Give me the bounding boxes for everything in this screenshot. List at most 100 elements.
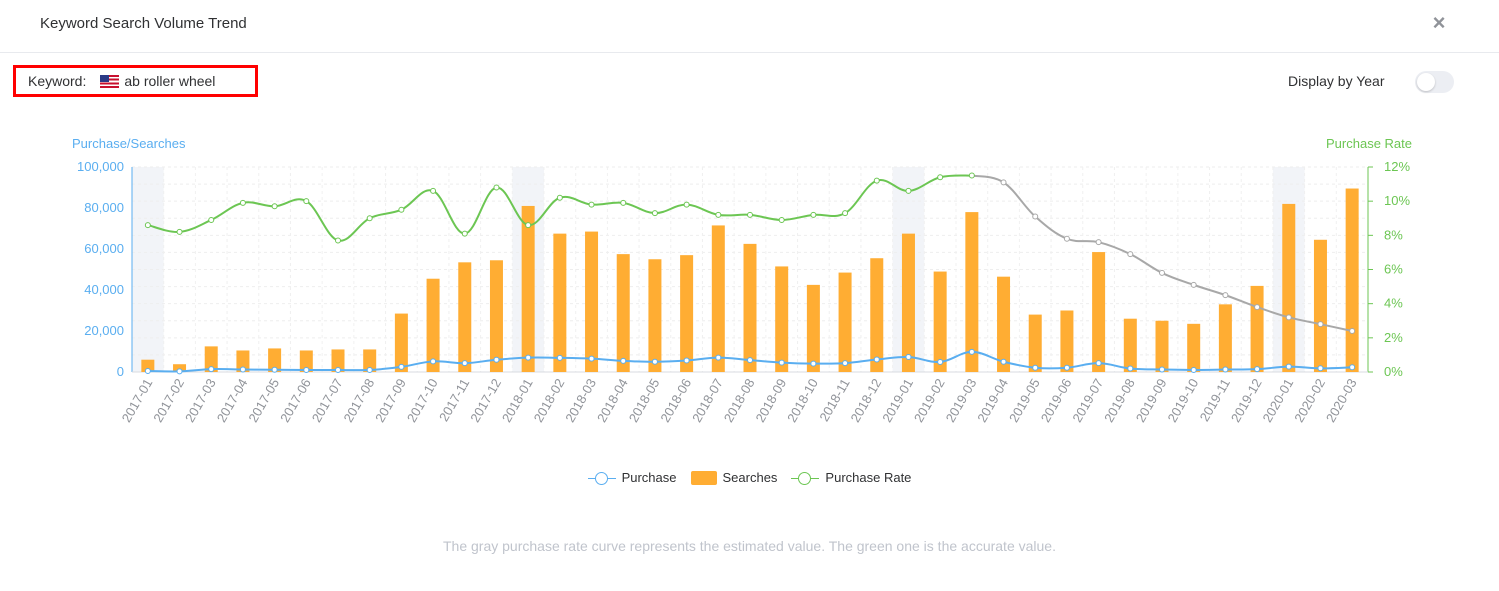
purchase-rate-point [620,199,627,206]
y-left-tick-label: 20,000 [84,323,124,338]
toggle-knob [1417,73,1435,91]
display-by-year-label: Display by Year [1288,73,1385,89]
y-axis-right-title: Purchase Rate [1326,136,1412,151]
purchase-rate-point [366,215,373,222]
y-right-tick-label: 8% [1384,227,1403,242]
x-tick-label: 2019-10 [1164,376,1201,425]
purchase-point [556,354,563,361]
y-left-tick-label: 0 [117,364,124,379]
purchase-rate-point [842,210,849,217]
searches-bar [394,313,408,372]
purchase-rate-point [1095,239,1102,246]
searches-bar [806,284,820,372]
y-left-tick-label: 60,000 [84,241,124,256]
searches-bar [236,350,250,372]
purchase-point [683,357,690,364]
searches-bar [268,348,282,372]
trend-chart: Purchase/Searches Purchase Rate 0 20,000 40,… [72,136,1412,425]
purchase-point [461,360,468,367]
purchase-rate-point [303,198,310,205]
legend-label: Purchase [621,470,677,485]
purchase-rate-point [715,211,722,218]
purchase-point [1127,365,1134,372]
searches-bar [901,233,915,372]
purchase-point [1222,366,1229,373]
y-right-tick-label: 12% [1384,159,1410,174]
purchase-rate-point [683,201,690,208]
searches-bar [458,262,472,372]
searches-bar [1218,304,1232,372]
purchase-point [588,355,595,362]
us-flag-icon [100,74,120,88]
searches-bar [363,349,377,372]
purchase-rate-point [430,187,437,194]
purchase-point [1000,358,1007,365]
y-left-tick-label: 80,000 [84,200,124,215]
purchase-rate-point [651,210,658,217]
legend-line-circle-icon [587,471,616,485]
keyword-value: ab roller wheel [124,73,216,89]
y-left-tick-label: 40,000 [84,282,124,297]
y-right-tick-label: 0% [1384,364,1403,379]
searches-bar [1155,320,1169,372]
purchase-rate-point [461,230,468,237]
purchase-rate-point [556,194,563,201]
legend-item-searches[interactable]: Searches [690,470,777,485]
searches-bar [553,233,567,372]
y-right-tick-label: 10% [1384,193,1410,208]
purchase-point [303,366,310,373]
searches-bar [331,349,345,372]
searches-bar [616,254,630,372]
purchase-point [1349,364,1356,371]
searches-bar [489,260,503,372]
close-icon[interactable]: × [1432,10,1446,35]
purchase-rate-point [1190,281,1197,288]
purchase-rate-point [1222,292,1229,299]
purchase-rate-point [493,184,500,191]
x-tick-label: 2017-10 [404,376,441,425]
y-right-tick-label: 4% [1384,296,1403,311]
purchase-point [842,360,849,367]
purchase-rate-point [144,222,151,229]
purchase-rate-point [810,211,817,218]
searches-bar [933,271,947,372]
display-by-year-toggle[interactable] [1415,71,1454,93]
y-right-tick-label: 2% [1384,330,1403,345]
searches-bar [204,346,218,372]
purchase-point [271,366,278,373]
purchase-rate-point [1254,304,1261,311]
purchase-point [1317,365,1324,372]
purchase-point [525,354,532,361]
y-axis-left-title: Purchase/Searches [72,136,186,151]
legend-bar-icon [690,470,717,485]
searches-bar [1060,310,1074,372]
purchase-point [1159,366,1165,373]
purchase-rate-point [1349,328,1356,334]
legend-item-purchase-rate[interactable]: Purchase Rate [791,470,911,485]
purchase-point [176,368,183,375]
purchase-rate-point [968,172,975,179]
purchase-rate-point [208,216,215,223]
purchase-point [620,357,627,364]
chart-legend: Purchase Searches Purchase Rate [0,470,1499,485]
purchase-rate-point [271,203,278,210]
purchase-point [715,354,722,361]
purchase-rate-point [778,216,785,223]
searches-bar [426,278,440,372]
legend-label: Purchase Rate [825,470,912,485]
searches-bar [1028,314,1042,372]
x-tick-label: 2018-10 [784,376,821,425]
searches-bar [521,205,535,372]
purchase-point [335,366,341,373]
purchase-rate-point [588,201,595,208]
purchase-point [366,366,373,373]
searches-bar [1123,318,1137,372]
searches-bar [1092,252,1106,372]
purchase-point [1095,360,1102,367]
legend-item-purchase[interactable]: Purchase [587,470,677,485]
purchase-rate-point [1159,269,1165,276]
searches-bar [870,258,884,372]
searches-bar [743,243,757,372]
purchase-rate-point [747,211,753,218]
searches-bar [173,364,187,372]
